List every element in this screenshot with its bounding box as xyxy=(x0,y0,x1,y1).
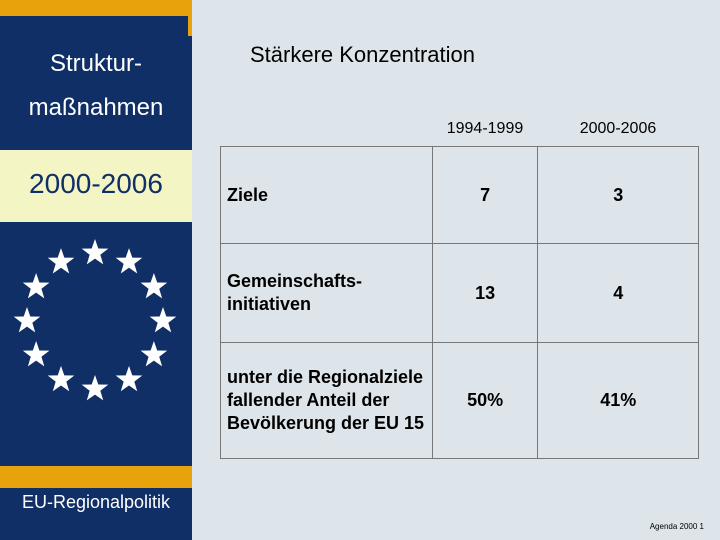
table-row: unter die Regionalziele fallender Anteil… xyxy=(220,342,699,459)
footer-label: EU-Regionalpolitik xyxy=(21,492,171,512)
star-icon xyxy=(81,375,109,401)
star-icon xyxy=(13,307,41,333)
eu-stars-icon xyxy=(13,239,177,401)
star-icon xyxy=(47,365,75,392)
slide-title: Stärkere Konzentration xyxy=(250,42,476,67)
table-row: Ziele 7 3 xyxy=(220,146,699,244)
sidebar-title-line2: maßnahmen xyxy=(28,94,164,121)
star-icon xyxy=(140,341,168,367)
star-icon xyxy=(81,239,109,265)
top-accent-edge xyxy=(188,0,192,36)
table-row: Gemeinschafts-initiativen 13 4 xyxy=(220,243,699,343)
comparison-table: Ziele 7 3 Gemeinschafts-initiativen 13 4… xyxy=(220,146,699,459)
cell-2000: 4 xyxy=(537,243,699,343)
sidebar-panel xyxy=(0,0,192,540)
sidebar-title-line1: Struktur- xyxy=(49,50,142,77)
row-label: Ziele xyxy=(220,146,433,244)
star-icon xyxy=(140,273,168,299)
cell-2000: 41% xyxy=(537,342,699,459)
star-icon xyxy=(22,341,50,367)
star-icon xyxy=(115,365,143,392)
period-box xyxy=(0,150,192,222)
cell-1994: 50% xyxy=(431,342,539,459)
star-icon xyxy=(47,248,75,274)
cell-1994: 7 xyxy=(431,146,539,244)
footer-accent-bar xyxy=(0,466,192,488)
cell-2000: 3 xyxy=(537,146,699,244)
star-icon xyxy=(149,307,177,333)
period-label: 2000-2006 xyxy=(29,168,163,199)
column-header-2000: 2000-2006 xyxy=(579,120,657,137)
page-note: Agenda 2000 1 xyxy=(649,522,704,531)
row-label: unter die Regionalziele fallender Anteil… xyxy=(220,342,433,459)
column-header-1994: 1994-1999 xyxy=(446,120,524,137)
cell-1994: 13 xyxy=(431,243,539,343)
top-accent-bar xyxy=(0,0,192,16)
row-label: Gemeinschafts-initiativen xyxy=(220,243,433,343)
star-icon xyxy=(22,273,50,299)
star-icon xyxy=(115,248,143,274)
